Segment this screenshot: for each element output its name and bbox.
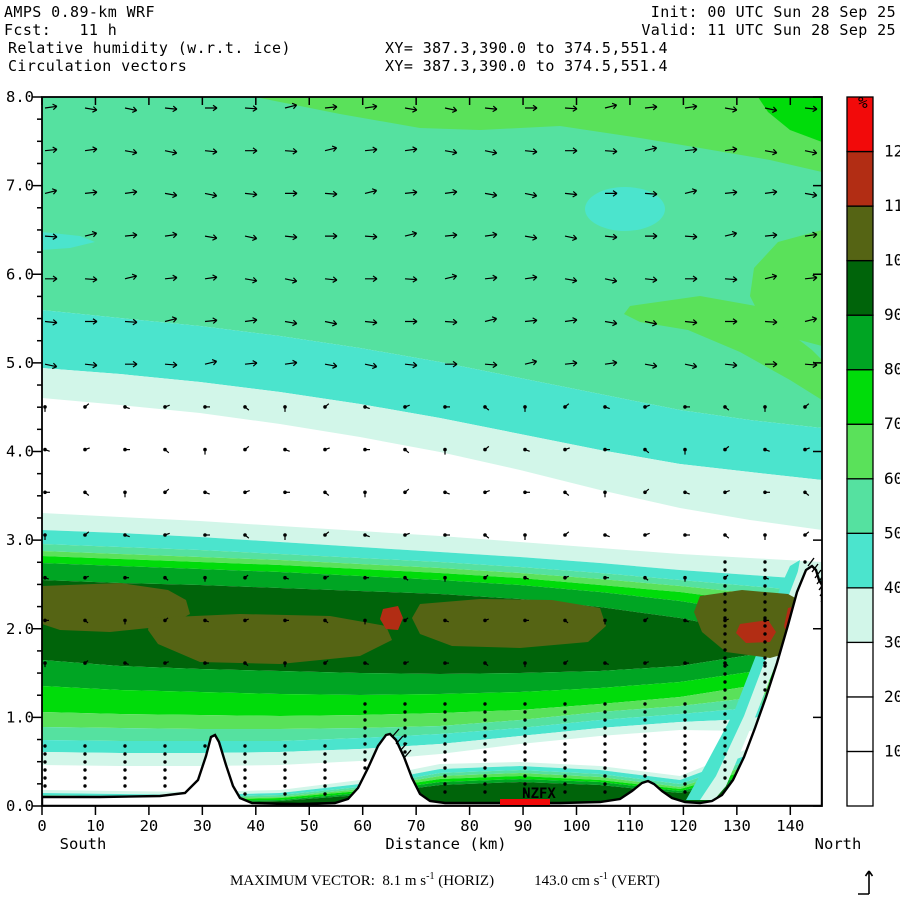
svg-text:60: 60 bbox=[884, 469, 900, 488]
svg-text:100: 100 bbox=[563, 817, 591, 835]
xy-range-2: XY= 387.3,390.0 to 374.5,551.4 bbox=[385, 57, 668, 75]
svg-text:20: 20 bbox=[884, 687, 900, 706]
svg-text:0.0: 0.0 bbox=[6, 797, 34, 815]
svg-text:50: 50 bbox=[884, 523, 900, 542]
valid-time: Valid: 11 UTC Sun 28 Sep 25 bbox=[641, 21, 896, 39]
max-vector-vert: 143.0 cm s-1 (VERT) bbox=[534, 871, 660, 889]
svg-text:40: 40 bbox=[246, 817, 265, 835]
svg-text:80: 80 bbox=[884, 360, 900, 379]
svg-text:120: 120 bbox=[884, 142, 900, 161]
svg-text:20: 20 bbox=[140, 817, 159, 835]
terrain-hatching bbox=[391, 557, 822, 759]
svg-text:30: 30 bbox=[193, 817, 212, 835]
svg-text:4.0: 4.0 bbox=[6, 443, 34, 461]
forecast-hour: Fcst: 11 h bbox=[4, 21, 118, 39]
svg-text:50: 50 bbox=[300, 817, 319, 835]
svg-text:70: 70 bbox=[407, 817, 426, 835]
colorbar-unit: % bbox=[858, 93, 868, 112]
max-vector-horiz: 8.1 m s-1 (HORIZ) bbox=[382, 871, 495, 889]
circulation-vectors bbox=[43, 102, 818, 796]
svg-text:0: 0 bbox=[37, 817, 46, 835]
svg-text:7.0: 7.0 bbox=[6, 177, 34, 195]
station-ground-marker bbox=[500, 799, 550, 805]
svg-text:110: 110 bbox=[616, 817, 644, 835]
model-title: AMPS 0.89-km WRF bbox=[4, 3, 155, 21]
station-label: NZFX bbox=[522, 786, 556, 802]
max-vector-label: MAXIMUM VECTOR: bbox=[230, 873, 375, 889]
svg-text:2.0: 2.0 bbox=[6, 620, 34, 638]
svg-text:6.0: 6.0 bbox=[6, 265, 34, 283]
axis-ticks bbox=[32, 96, 822, 815]
svg-text:140: 140 bbox=[776, 817, 804, 835]
svg-text:60: 60 bbox=[353, 817, 372, 835]
svg-text:90: 90 bbox=[514, 817, 533, 835]
svg-text:3.0: 3.0 bbox=[6, 531, 34, 549]
colorbar: 10 20 30 40 50 60 70 80 90 100 110 120% bbox=[846, 93, 900, 807]
svg-text:40: 40 bbox=[884, 578, 900, 597]
svg-text:110: 110 bbox=[884, 196, 900, 215]
field-name-1: Relative humidity (w.r.t. ice) bbox=[8, 39, 291, 57]
svg-text:100: 100 bbox=[884, 251, 900, 270]
reference-vector-icon bbox=[858, 870, 874, 895]
svg-text:8.0: 8.0 bbox=[6, 88, 34, 106]
contour-field bbox=[42, 97, 822, 806]
svg-text:70: 70 bbox=[884, 414, 900, 433]
svg-text:5.0: 5.0 bbox=[6, 354, 34, 372]
x-axis-south-label: South bbox=[60, 835, 107, 853]
x-axis-north-label: North bbox=[815, 835, 862, 853]
svg-text:80: 80 bbox=[460, 817, 479, 835]
x-axis-title: Distance (km) bbox=[385, 835, 506, 853]
xy-range-1: XY= 387.3,390.0 to 374.5,551.4 bbox=[385, 39, 668, 57]
svg-text:10: 10 bbox=[86, 817, 105, 835]
svg-text:1.0: 1.0 bbox=[6, 708, 34, 726]
init-time: Init: 00 UTC Sun 28 Sep 25 bbox=[650, 3, 896, 21]
svg-text:90: 90 bbox=[884, 305, 900, 324]
max-vector-caption: MAXIMUM VECTOR: 8.1 m s-1 (HORIZ) 143.0 c… bbox=[230, 871, 660, 890]
field-name-2: Circulation vectors bbox=[8, 57, 188, 75]
svg-text:30: 30 bbox=[884, 632, 900, 651]
svg-text:130: 130 bbox=[723, 817, 751, 835]
svg-text:10: 10 bbox=[884, 741, 900, 760]
svg-text:120: 120 bbox=[669, 817, 697, 835]
